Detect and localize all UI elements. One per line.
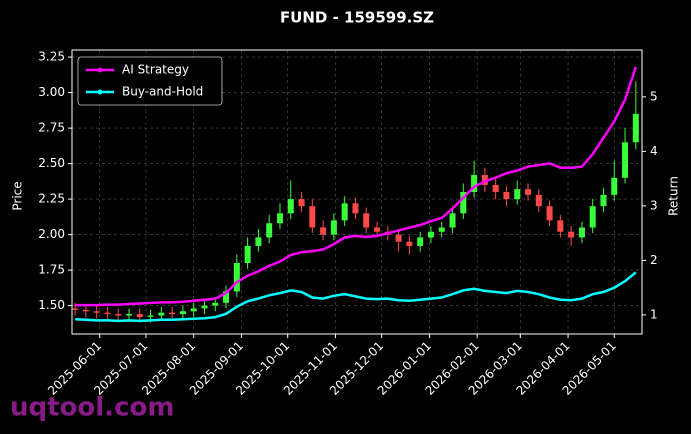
candle-body <box>255 237 262 246</box>
legend-marker <box>97 67 103 73</box>
y-axis-label: Price <box>11 181 25 210</box>
legend-marker <box>97 89 103 95</box>
candle-body <box>600 194 607 207</box>
y-tick-label: 3.00 <box>38 85 65 99</box>
candle-body <box>449 213 456 228</box>
candle-body <box>201 305 208 309</box>
candle-body <box>190 308 197 312</box>
candle-body <box>460 192 467 214</box>
candle-body <box>406 241 413 246</box>
candle-body <box>147 315 154 317</box>
candle-body <box>244 245 251 263</box>
watermark: uqtool.com <box>10 393 174 423</box>
candle-body <box>503 192 510 200</box>
candle-body <box>352 203 359 214</box>
y2-tick-label: 3 <box>650 198 658 212</box>
candle-body <box>471 174 478 192</box>
candle-body <box>298 199 305 207</box>
candle-body <box>514 189 521 200</box>
candle-body <box>104 312 111 315</box>
candle-body <box>374 227 381 232</box>
candle-body <box>212 302 219 306</box>
candle-body <box>525 189 531 195</box>
y-tick-label: 2.50 <box>38 156 65 170</box>
y2-axis-label: Return <box>667 176 681 216</box>
candle-body <box>158 312 165 316</box>
candle-body <box>223 291 230 303</box>
candle-body <box>341 203 348 221</box>
candle-body <box>535 194 542 207</box>
candle-body <box>427 231 434 238</box>
candle-body <box>115 314 122 316</box>
candle-body <box>568 231 575 238</box>
y2-tick-label: 5 <box>650 89 658 103</box>
legend-label: AI Strategy <box>122 63 189 77</box>
candle-body <box>330 220 337 235</box>
line-series <box>75 66 637 307</box>
candle-body <box>179 311 186 315</box>
candle-body <box>557 220 564 232</box>
candle-body <box>589 206 596 228</box>
chart-title: FUND - 159599.SZ <box>280 9 434 27</box>
candle-body <box>276 213 283 224</box>
candle-body <box>632 113 639 143</box>
line-series <box>75 271 637 323</box>
candle-body <box>578 227 585 238</box>
candle-body <box>126 314 132 316</box>
candle-body <box>395 234 402 242</box>
candle-body <box>622 142 629 178</box>
plot-frame <box>71 49 643 335</box>
candle-body <box>546 206 553 221</box>
candle-body <box>417 237 424 246</box>
candle-body <box>233 263 240 292</box>
candle-body <box>72 308 79 310</box>
y-tick-label: 2.00 <box>38 227 65 241</box>
y-tick-label: 1.50 <box>38 298 65 312</box>
y-tick-label: 1.75 <box>38 263 65 277</box>
candle-body <box>438 227 445 232</box>
y2-tick-label: 4 <box>650 144 658 158</box>
y2-tick-label: 1 <box>650 307 658 321</box>
y-tick-label: 2.75 <box>38 121 65 135</box>
y-tick-label: 2.25 <box>38 192 65 206</box>
candle-body <box>363 213 370 228</box>
candle-body <box>136 314 143 317</box>
y-tick-label: 3.25 <box>38 50 65 64</box>
legend-label: Buy-and-Hold <box>122 85 203 99</box>
candle-body <box>287 199 294 214</box>
candle-body <box>481 174 488 185</box>
candle-body <box>492 184 499 192</box>
y2-tick-label: 2 <box>650 253 658 267</box>
candle-body <box>611 177 618 195</box>
candle-body <box>93 311 100 313</box>
candle-body <box>266 223 273 238</box>
candle-body <box>309 206 316 228</box>
candle-body <box>320 227 327 235</box>
candle-body <box>169 312 176 315</box>
candle-body <box>82 309 89 312</box>
